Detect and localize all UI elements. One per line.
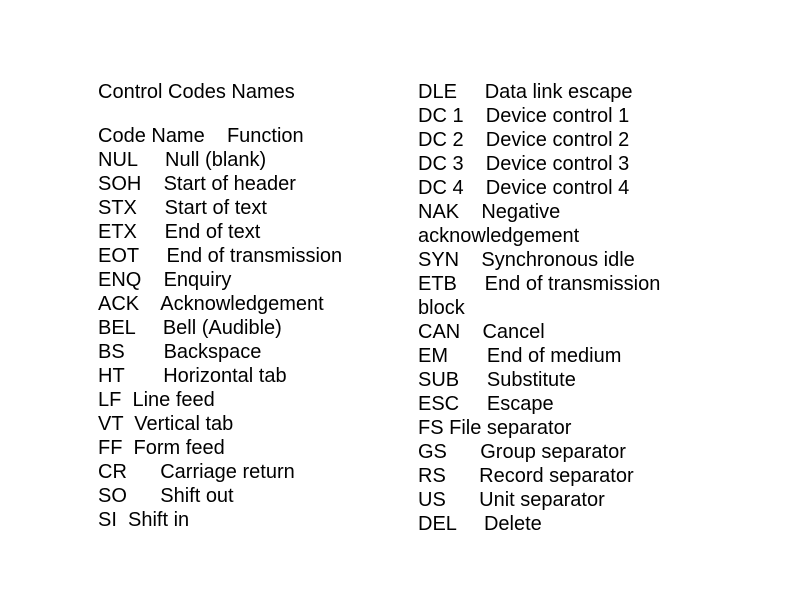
left-column: Control Codes Names Code Name FunctionNU…	[98, 80, 418, 532]
right-line: NAK Negative	[418, 200, 718, 224]
page: Control Codes Names Code Name FunctionNU…	[0, 0, 794, 595]
right-line: SYN Synchronous idle	[418, 248, 718, 272]
right-line: DC 3 Device control 3	[418, 152, 718, 176]
left-lines-container: Code Name FunctionNUL Null (blank)SOH St…	[98, 124, 418, 532]
left-line: EOT End of transmission	[98, 244, 418, 268]
right-line: FS File separator	[418, 416, 718, 440]
right-column: DLE Data link escapeDC 1 Device control …	[418, 80, 718, 536]
left-line: FF Form feed	[98, 436, 418, 460]
right-line: acknowledgement	[418, 224, 718, 248]
left-line: LF Line feed	[98, 388, 418, 412]
left-line: STX Start of text	[98, 196, 418, 220]
right-line: GS Group separator	[418, 440, 718, 464]
right-line: EM End of medium	[418, 344, 718, 368]
left-line: SOH Start of header	[98, 172, 418, 196]
left-line: SO Shift out	[98, 484, 418, 508]
left-line: NUL Null (blank)	[98, 148, 418, 172]
left-line: BEL Bell (Audible)	[98, 316, 418, 340]
right-line: RS Record separator	[418, 464, 718, 488]
right-line: DEL Delete	[418, 512, 718, 536]
right-line: DC 2 Device control 2	[418, 128, 718, 152]
right-lines-container: DLE Data link escapeDC 1 Device control …	[418, 80, 718, 536]
left-line: CR Carriage return	[98, 460, 418, 484]
left-line: SI Shift in	[98, 508, 418, 532]
right-line: ETB End of transmission	[418, 272, 718, 296]
left-line: VT Vertical tab	[98, 412, 418, 436]
right-line: DLE Data link escape	[418, 80, 718, 104]
right-line: DC 4 Device control 4	[418, 176, 718, 200]
right-line: CAN Cancel	[418, 320, 718, 344]
page-title: Control Codes Names	[98, 80, 418, 104]
right-line: block	[418, 296, 718, 320]
left-line: ENQ Enquiry	[98, 268, 418, 292]
right-line: ESC Escape	[418, 392, 718, 416]
right-line: DC 1 Device control 1	[418, 104, 718, 128]
right-line: SUB Substitute	[418, 368, 718, 392]
left-line: BS Backspace	[98, 340, 418, 364]
left-line: ETX End of text	[98, 220, 418, 244]
left-line: Code Name Function	[98, 124, 418, 148]
right-line: US Unit separator	[418, 488, 718, 512]
left-line: HT Horizontal tab	[98, 364, 418, 388]
left-line: ACK Acknowledgement	[98, 292, 418, 316]
